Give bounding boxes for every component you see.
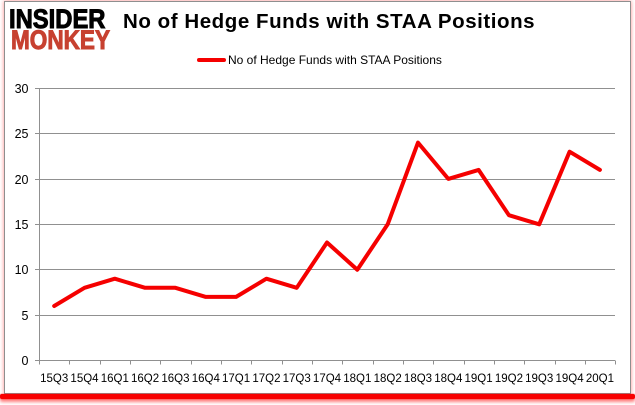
svg-text:19Q4: 19Q4 bbox=[556, 373, 585, 385]
svg-text:17Q1: 17Q1 bbox=[222, 373, 250, 385]
svg-text:18Q1: 18Q1 bbox=[343, 373, 371, 385]
svg-text:18Q4: 18Q4 bbox=[434, 373, 463, 385]
svg-text:15: 15 bbox=[15, 218, 29, 232]
svg-text:20Q1: 20Q1 bbox=[586, 373, 614, 385]
svg-text:10: 10 bbox=[15, 263, 29, 277]
svg-text:16Q2: 16Q2 bbox=[131, 373, 159, 385]
svg-text:20: 20 bbox=[15, 173, 29, 187]
svg-text:19Q2: 19Q2 bbox=[495, 373, 523, 385]
svg-text:15Q3: 15Q3 bbox=[40, 373, 68, 385]
svg-text:25: 25 bbox=[15, 127, 29, 141]
svg-text:INSIDER: INSIDER bbox=[9, 4, 106, 34]
svg-text:15Q4: 15Q4 bbox=[70, 373, 99, 385]
svg-text:16Q3: 16Q3 bbox=[161, 373, 189, 385]
svg-text:19Q3: 19Q3 bbox=[525, 373, 553, 385]
svg-text:17Q3: 17Q3 bbox=[283, 373, 311, 385]
svg-text:5: 5 bbox=[22, 309, 29, 323]
svg-text:18Q3: 18Q3 bbox=[404, 373, 432, 385]
svg-text:17Q4: 17Q4 bbox=[313, 373, 342, 385]
svg-text:18Q2: 18Q2 bbox=[374, 373, 402, 385]
svg-text:16Q1: 16Q1 bbox=[101, 373, 129, 385]
svg-text:17Q2: 17Q2 bbox=[252, 373, 280, 385]
svg-text:0: 0 bbox=[22, 354, 29, 368]
svg-text:19Q1: 19Q1 bbox=[465, 373, 493, 385]
svg-text:30: 30 bbox=[15, 82, 29, 96]
svg-text:16Q4: 16Q4 bbox=[192, 373, 221, 385]
svg-text:MONKEY: MONKEY bbox=[11, 25, 110, 55]
